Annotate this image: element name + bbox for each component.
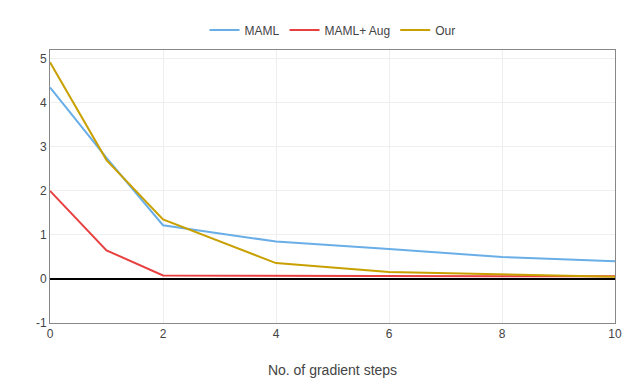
svg-text:1: 1 bbox=[40, 228, 47, 242]
svg-text:-1: -1 bbox=[36, 316, 47, 330]
svg-text:Our: Our bbox=[435, 24, 455, 38]
svg-text:10: 10 bbox=[608, 327, 622, 341]
svg-text:4: 4 bbox=[273, 327, 280, 341]
svg-text:8: 8 bbox=[499, 327, 506, 341]
svg-text:3: 3 bbox=[40, 140, 47, 154]
svg-text:0: 0 bbox=[47, 327, 54, 341]
svg-text:4: 4 bbox=[40, 96, 47, 110]
svg-text:MAML: MAML bbox=[245, 24, 280, 38]
svg-text:MAML+ Aug: MAML+ Aug bbox=[324, 24, 390, 38]
svg-text:2: 2 bbox=[40, 184, 47, 198]
svg-text:6: 6 bbox=[386, 327, 393, 341]
svg-text:2: 2 bbox=[160, 327, 167, 341]
svg-text:No. of gradient steps: No. of gradient steps bbox=[268, 362, 397, 378]
svg-text:5: 5 bbox=[40, 52, 47, 66]
svg-text:0: 0 bbox=[40, 272, 47, 286]
